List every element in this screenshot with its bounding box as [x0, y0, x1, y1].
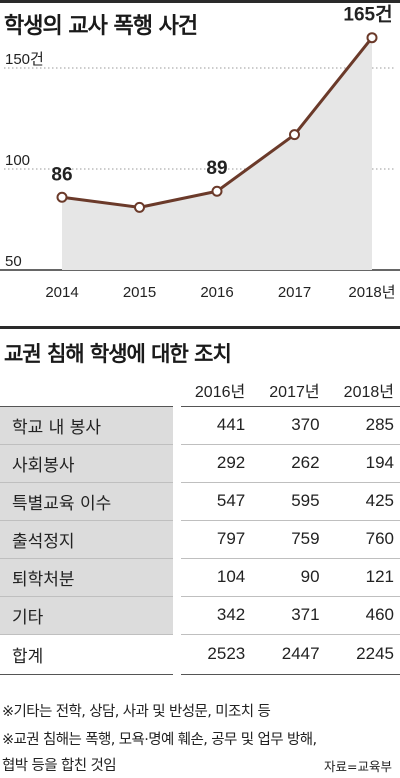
note-other: ※기타는 전학, 상담, 사과 및 반성문, 미조치 등 [2, 704, 271, 720]
area-fill [62, 37, 372, 271]
data-point [211, 185, 223, 197]
x-tick-label: 2018년 [348, 284, 395, 301]
table-cell: 425 [325, 482, 400, 521]
table-cell: 547 [176, 482, 252, 521]
y-tick-label: 50 [5, 253, 22, 270]
x-tick-label: 2016 [200, 284, 233, 301]
measures-table: 2016년 2017년 2018년 학교 내 봉사 441 370 285 사회… [0, 375, 400, 675]
row-label: 사회봉사 [0, 444, 181, 483]
table-cell: 797 [176, 520, 252, 559]
data-label: 86 [51, 164, 72, 185]
table-cell: 460 [325, 596, 400, 635]
header-cell-2018: 2018년 [325, 375, 400, 407]
table-cell: 342 [176, 596, 252, 635]
total-cell: 2245 [325, 634, 400, 675]
row-label: 기타 [0, 596, 181, 635]
top-rule [0, 0, 400, 3]
table-cell: 595 [251, 482, 326, 521]
y-tick-label: 100 [5, 152, 30, 169]
data-point [366, 32, 378, 44]
row-label: 출석정지 [0, 520, 181, 559]
data-point [289, 129, 300, 141]
x-tick-label: 2015 [123, 284, 156, 301]
data-point [56, 191, 68, 203]
note-infringement-cont: 협박 등을 합친 것임 [2, 758, 117, 774]
table-cell: 285 [325, 406, 400, 445]
note-infringement: ※교권 침해는 폭행, 모욕·명예 훼손, 공무 및 업무 방해, [2, 732, 317, 748]
table-cell: 759 [251, 520, 326, 559]
table-cell: 760 [325, 520, 400, 559]
table-row: 기타 342 371 460 [0, 596, 400, 635]
data-label: 89 [206, 158, 227, 179]
source-credit: 자료=교육부 [324, 759, 392, 774]
section-divider [0, 326, 400, 329]
row-label: 퇴학처분 [0, 558, 181, 597]
table-header-row: 2016년 2017년 2018년 [0, 375, 400, 407]
total-cell: 2447 [251, 634, 326, 675]
x-tick-label: 2014 [45, 284, 78, 301]
data-point [134, 201, 145, 213]
table-row: 학교 내 봉사 441 370 285 [0, 406, 400, 445]
table-title: 교권 침해 학생에 대한 조치 [4, 342, 232, 366]
total-row: 합계 2523 2447 2245 [0, 634, 400, 675]
header-cell-2017: 2017년 [251, 375, 326, 407]
table-cell: 371 [251, 596, 326, 635]
chart-title: 학생의 교사 폭행 사건 [4, 14, 198, 39]
y-tick-label: 150건 [5, 51, 44, 68]
table-cell: 262 [251, 444, 326, 483]
row-label: 학교 내 봉사 [0, 406, 181, 445]
table-row: 사회봉사 292 262 194 [0, 444, 400, 483]
table-row: 특별교육 이수 547 595 425 [0, 482, 400, 521]
data-label: 165건 [343, 4, 392, 26]
table-row: 출석정지 797 759 760 [0, 520, 400, 559]
line-chart: 150건 100 50 2014 86 2015 2016 89 2017 2018년 165건 [0, 4, 400, 301]
table-cell: 370 [251, 406, 326, 445]
table-cell: 104 [176, 558, 252, 597]
total-label: 합계 [0, 634, 181, 675]
row-label: 특별교육 이수 [0, 482, 181, 521]
table-cell: 441 [176, 406, 252, 445]
header-cell-blank [0, 375, 177, 407]
header-cell-2016: 2016년 [176, 375, 252, 407]
table-row: 퇴학처분 104 90 121 [0, 558, 400, 597]
table-cell: 194 [325, 444, 400, 483]
table-cell: 121 [325, 558, 400, 597]
table-cell: 90 [251, 558, 326, 597]
x-tick-label: 2017 [278, 284, 311, 301]
total-cell: 2523 [176, 634, 252, 675]
table-cell: 292 [176, 444, 252, 483]
